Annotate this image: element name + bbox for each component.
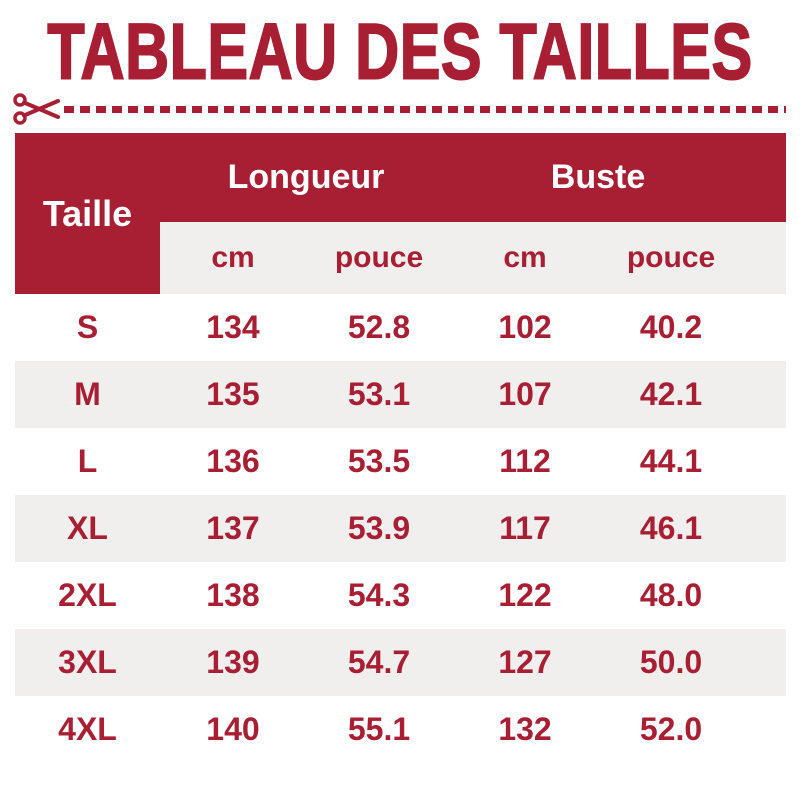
group-header-buste: Buste (452, 133, 787, 222)
size-column-header: Taille (15, 133, 160, 294)
group-header-longueur: Longueur (160, 133, 453, 222)
value-cell: 137 (160, 495, 306, 562)
value-cell: 54.3 (306, 562, 453, 629)
value-cell: 135 (160, 361, 306, 428)
value-cell: 48.0 (598, 562, 787, 629)
table-row-4xl: 4XL 140 55.1 132 52.0 (15, 696, 787, 763)
value-cell: 40.2 (598, 294, 787, 361)
page-title: TABLEAU DES TAILLES (47, 6, 753, 96)
size-chart-table: Taille Longueur Buste cm pouce cm pouce … (15, 133, 787, 763)
value-cell: 53.9 (306, 495, 453, 562)
scissors-icon (12, 90, 60, 128)
value-cell: 122 (452, 562, 599, 629)
value-cell: 42.1 (598, 361, 787, 428)
value-cell: 138 (160, 562, 306, 629)
table-row-xl: XL 137 53.9 117 46.1 (15, 495, 787, 562)
value-cell: 55.1 (306, 696, 453, 763)
value-cell: 44.1 (598, 428, 787, 495)
value-cell: 54.7 (306, 629, 453, 696)
value-cell: 53.5 (306, 428, 453, 495)
value-cell: 132 (452, 696, 599, 763)
value-cell: 140 (160, 696, 306, 763)
unit-header: pouce (598, 222, 787, 294)
value-cell: 117 (452, 495, 599, 562)
size-cell: M (15, 361, 160, 428)
size-cell: S (15, 294, 160, 361)
table-row-l: L 136 53.5 112 44.1 (15, 428, 787, 495)
unit-header: pouce (306, 222, 453, 294)
table-row-s: S 134 52.8 102 40.2 (15, 294, 787, 361)
value-cell: 53.1 (306, 361, 453, 428)
dashed-cut-line (64, 106, 786, 113)
value-cell: 139 (160, 629, 306, 696)
value-cell: 50.0 (598, 629, 787, 696)
value-cell: 46.1 (598, 495, 787, 562)
size-cell: 4XL (15, 696, 160, 763)
value-cell: 107 (452, 361, 599, 428)
unit-header: cm (452, 222, 599, 294)
value-cell: 52.0 (598, 696, 787, 763)
size-cell: XL (15, 495, 160, 562)
value-cell: 112 (452, 428, 599, 495)
table-row-m: M 135 53.1 107 42.1 (15, 361, 787, 428)
group-header-row: Taille Longueur Buste (15, 133, 787, 294)
value-cell: 136 (160, 428, 306, 495)
size-cell: 2XL (15, 562, 160, 629)
table-row-3xl: 3XL 139 54.7 127 50.0 (15, 629, 787, 696)
size-cell: L (15, 428, 160, 495)
value-cell: 127 (452, 629, 599, 696)
value-cell: 52.8 (306, 294, 453, 361)
unit-header-row: cm pouce cm pouce (15, 222, 787, 294)
table-row-2xl: 2XL 138 54.3 122 48.0 (15, 562, 787, 629)
value-cell: 102 (452, 294, 599, 361)
unit-header: cm (160, 222, 306, 294)
cut-line (12, 90, 786, 128)
value-cell: 134 (160, 294, 306, 361)
size-cell: 3XL (15, 629, 160, 696)
